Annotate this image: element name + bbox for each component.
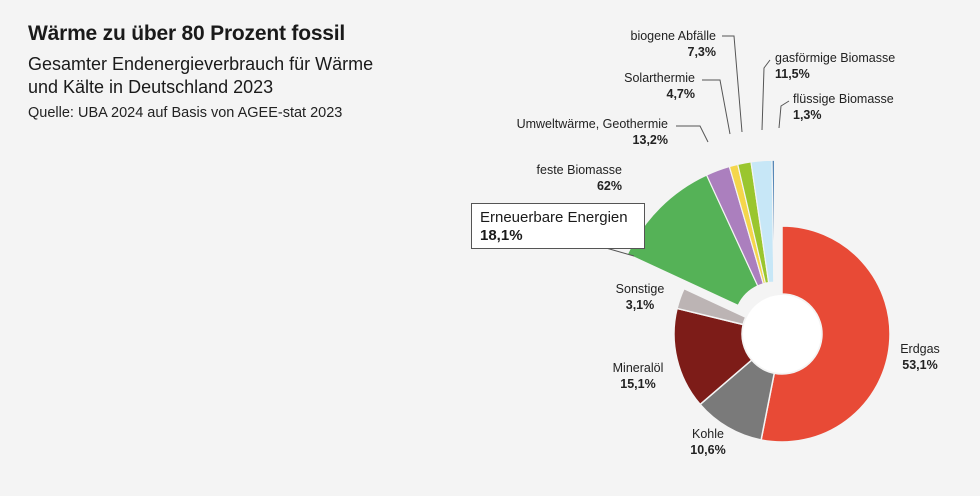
label-solarthermie: Solarthermie	[624, 71, 695, 85]
label-biogene-abf-lle: biogene Abfälle	[631, 29, 717, 43]
leader-gasf-rmige-biomasse	[761, 59, 771, 131]
value-fl-ssige-biomasse: 1,3%	[793, 108, 822, 122]
chart-subtitle: Gesamter Endenergieverbrauch für Wärme u…	[28, 53, 468, 99]
chart-source: Quelle: UBA 2024 auf Basis von AGEE-stat…	[28, 105, 343, 121]
label-gasf-rmige-biomasse: gasförmige Biomasse	[775, 51, 895, 65]
value-erdgas: 53,1%	[902, 358, 937, 372]
subtitle-line-2: und Kälte in Deutschland 2023	[28, 77, 274, 97]
label-kohle: Kohle	[692, 427, 724, 441]
renewables-slices	[626, 159, 776, 307]
chart-title: Wärme zu über 80 Prozent fossil	[28, 22, 346, 45]
label-umweltw-rme-geothermie: Umweltwärme, Geothermie	[517, 117, 668, 131]
slice-fl-ssige-biomasse	[771, 159, 776, 283]
leader-solarthermie	[702, 79, 731, 135]
leader-umweltw-rme-geothermie	[676, 125, 709, 143]
main-slices	[673, 225, 891, 443]
renewables-callout-label: Erneuerbare Energien	[480, 209, 628, 226]
label-erdgas: Erdgas	[900, 342, 940, 356]
renewables-callout: Erneuerbare Energien 18,1%	[471, 203, 645, 249]
leader-lines	[605, 35, 790, 257]
value-feste-biomasse: 62%	[597, 179, 622, 193]
leader-biogene-abf-lle	[722, 35, 743, 133]
value-biogene-abf-lle: 7,3%	[688, 45, 717, 59]
value-solarthermie: 4,7%	[667, 87, 696, 101]
slice-labels: Erdgas 53,1% Kohle 10,6% Mineralöl 15,1% Sonst…	[517, 29, 940, 457]
label-mineral-l: Mineralöl	[613, 361, 664, 375]
label-feste-biomasse: feste Biomasse	[537, 163, 623, 177]
slice-erdgas	[760, 225, 891, 443]
subtitle-line-1: Gesamter Endenergieverbrauch für Wärme	[28, 54, 374, 74]
label-fl-ssige-biomasse: flüssige Biomasse	[793, 92, 894, 106]
label-sonstige: Sonstige	[616, 282, 665, 296]
leader-fl-ssige-biomasse	[778, 100, 790, 129]
value-mineral-l: 15,1%	[620, 377, 655, 391]
chart-header: Wärme zu über 80 Prozent fossil Gesamter…	[28, 22, 468, 121]
value-gasf-rmige-biomasse: 11,5%	[775, 67, 810, 81]
value-kohle: 10,6%	[690, 443, 725, 457]
renewables-callout-value: 18,1%	[480, 227, 523, 244]
slice-sonstige	[676, 287, 747, 326]
donut-hole	[743, 295, 821, 373]
value-umweltw-rme-geothermie: 13,2%	[633, 133, 668, 147]
leader-erneuerbare-energien	[605, 247, 635, 257]
value-sonstige: 3,1%	[626, 298, 655, 312]
